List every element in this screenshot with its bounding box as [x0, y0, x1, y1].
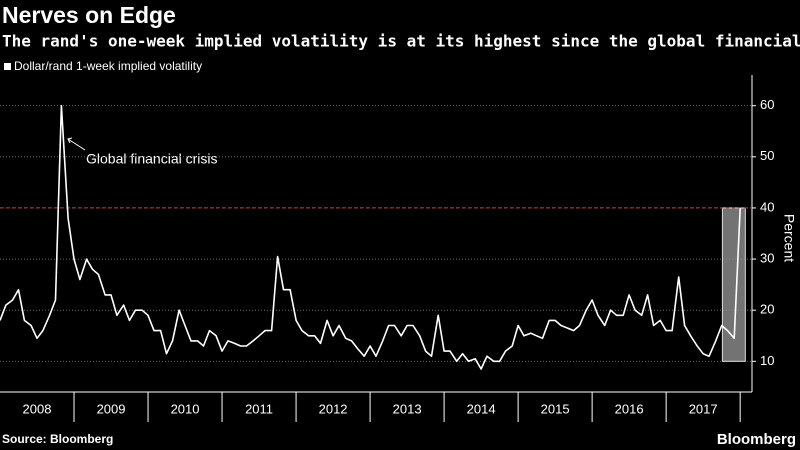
data-line [0, 104, 741, 370]
y-tick-label: 50 [760, 148, 774, 163]
legend-label: Dollar/rand 1-week implied volatility [14, 59, 202, 73]
x-tick-label: 2013 [393, 401, 422, 416]
brand: Bloomberg [717, 431, 796, 448]
x-tick-label: 2012 [319, 401, 348, 416]
y-tick-label: 60 [760, 97, 774, 112]
annotation-arrowhead [67, 137, 73, 144]
x-tick-label: 2015 [541, 401, 570, 416]
annotation-arrow [67, 138, 86, 151]
y-axis-label: Percent [781, 214, 797, 262]
source: Source: Bloomberg [2, 432, 113, 446]
x-tick-label: 2009 [97, 401, 126, 416]
x-tick-label: 2010 [171, 401, 200, 416]
y-tick-label: 40 [760, 199, 774, 214]
x-tick-label: 2011 [245, 401, 273, 416]
legend-swatch [4, 63, 11, 70]
chart-title: Nerves on Edge [2, 2, 176, 28]
annotation: Global financial crisis [86, 151, 218, 167]
chart-subtitle: The rand's one-week implied volatility i… [2, 32, 800, 51]
y-tick-label: 30 [760, 251, 774, 266]
y-tick-label: 20 [760, 302, 774, 317]
y-tick-label: 10 [760, 353, 774, 368]
x-tick-label: 2016 [615, 401, 644, 416]
x-tick-label: 2017 [689, 401, 718, 416]
x-tick-label: 2008 [23, 401, 52, 416]
x-tick-label: 2014 [467, 401, 496, 416]
